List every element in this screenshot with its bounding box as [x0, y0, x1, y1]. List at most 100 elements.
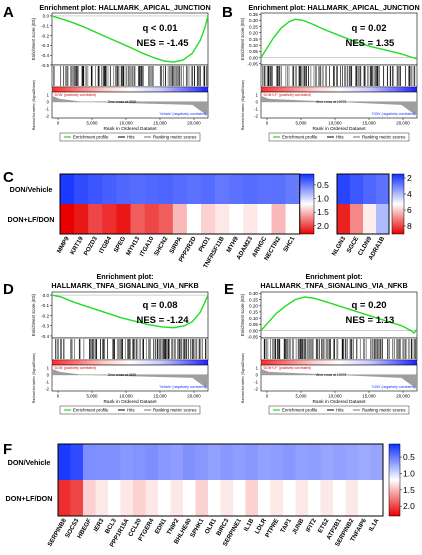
heatmap-cell [283, 480, 296, 516]
ranking-color-bar [260, 86, 418, 93]
heatmap-cell [283, 444, 296, 480]
heatmap-cell [58, 480, 71, 516]
heatmap-cell [243, 204, 258, 234]
es-y-axis-label: Enrichment score (ES) [31, 293, 36, 336]
es-tick-label: -0.5 [41, 63, 49, 68]
heatmap-cell [258, 444, 271, 480]
heatmap-cell [308, 480, 321, 516]
heatmap-cell [233, 444, 246, 480]
heatmap-cell [245, 480, 259, 516]
q-value-text: q = 0.02 [351, 23, 386, 34]
heatmap-cell [308, 444, 321, 480]
positive-tag: 'DON+LF' (positively correlated) [263, 93, 311, 97]
heatmap-cell [170, 444, 184, 480]
heatmap-c: MMP9 KRT19 POZD3 ITGB4 SPEG MYH13 ITGA10 SHCN2 S… [0, 170, 422, 272]
es-tick-label: -0.3 [41, 43, 49, 48]
hits-group [263, 339, 417, 359]
heatmap-cell [186, 204, 202, 234]
ranking-color-bar [260, 359, 418, 366]
es-tick-label: -0.05 [248, 62, 259, 67]
legend-box [59, 405, 201, 415]
nes-text: NES = -1.45 [136, 38, 189, 49]
x-axis-label: Rank in Ordered Dataset [312, 399, 366, 405]
heatmap-cell [172, 174, 188, 204]
es-tick-label: 0.05 [249, 322, 258, 327]
es-y-axis-label: Enrichment score (ES) [240, 17, 245, 60]
negative-tag: 'Vehicle' (negatively correlated) [159, 385, 206, 389]
heatmap-cell [258, 480, 271, 516]
rank-plot-frame [51, 91, 209, 119]
rank-tick-label: 0 [256, 100, 259, 105]
plot-title-line: Enrichment plot: [305, 272, 362, 281]
x-tick-label: 10,000 [119, 121, 133, 126]
heatmap-cell [108, 480, 121, 516]
heatmap-cell [158, 444, 171, 480]
heatmap-cell [257, 174, 272, 204]
heatmap-cell [320, 444, 334, 480]
heatmap-cell [201, 174, 216, 204]
rank-tick-label: -2 [45, 387, 49, 392]
heatmap-cell [144, 174, 159, 204]
heatmap-cell [370, 444, 384, 480]
legend-label-hits: Hits [336, 408, 344, 413]
ranking-metric-area [261, 368, 417, 390]
es-tick-label: -0.1 [41, 24, 49, 29]
rank-tick-label: 1 [256, 366, 259, 371]
colorbar-tick-label: 1.5 [403, 485, 415, 495]
heatmap-cell [83, 480, 96, 516]
ranking-color-bar [51, 86, 209, 93]
colorbar [388, 443, 401, 517]
heatmap-cell [333, 444, 346, 480]
x-tick-label: 15,000 [153, 394, 167, 399]
x-tick-label: 15,000 [362, 394, 376, 399]
heatmap-cell [195, 444, 209, 480]
rank-tick-label: -2 [254, 114, 258, 119]
legend-label-hits: Hits [127, 408, 135, 413]
heatmap-cell [102, 204, 117, 234]
gsea-panel-b: Enrichment plot: HALLMARK_APICAL_JUNCTIO… [239, 3, 421, 170]
rank-tick-label: 0 [256, 373, 259, 378]
x-tick-label: 20,000 [187, 121, 201, 126]
heatmap-cell [95, 480, 109, 516]
rank-tick-label: -1 [254, 380, 258, 385]
es-plot-frame [51, 291, 209, 339]
heatmap-cell [102, 174, 117, 204]
x-tick-label: 10,000 [119, 394, 133, 399]
heatmap-cell [220, 480, 234, 516]
heatmap-cell [220, 444, 234, 480]
panel-letter-e: E [224, 281, 235, 298]
heatmap-cell [345, 480, 359, 516]
colorbar-tick-label: 0.5 [403, 452, 415, 462]
panel-letter-c: C [3, 169, 14, 186]
colorbar [299, 173, 315, 235]
zero-cross-text: Zero cross at 4520 [108, 373, 136, 377]
heatmap-cell [245, 444, 259, 480]
heatmap-cell [270, 444, 284, 480]
heatmap-cell [83, 444, 96, 480]
rank-tick-label: -2 [254, 387, 258, 392]
x-tick-label: 10,000 [328, 121, 342, 126]
rank-tick-label: -2 [45, 114, 49, 119]
q-value-text: q = 0.08 [142, 300, 177, 311]
gsea-panel-a: Enrichment plot: HALLMARK_APICAL_JUNCTIO… [30, 3, 212, 170]
legend-box [268, 405, 410, 415]
heatmap-cell [358, 444, 371, 480]
rank-tick-label: 0 [47, 100, 50, 105]
legend-label-rank: Ranking metric scores [362, 408, 406, 413]
rank-tick-label: 1 [47, 366, 50, 371]
es-tick-label: 0.0 [43, 14, 50, 19]
heatmap-cell [350, 204, 364, 234]
es-tick-label: -0.1 [41, 303, 49, 308]
rank-tick-label: 0 [47, 373, 50, 378]
panel-letter-a: A [3, 4, 14, 21]
column-label: SHC1 [282, 235, 297, 253]
rank-tick-label: -1 [45, 107, 49, 112]
colorbar-tick-label: 8 [407, 221, 412, 231]
row-label: DON/Vehicle [8, 458, 51, 467]
positive-tag: 'DON+LF' (positively correlated) [263, 366, 311, 370]
heatmap-cell [358, 480, 371, 516]
column-label: POZD3 [83, 235, 100, 257]
heatmap-cell [133, 444, 146, 480]
x-tick-label: 5,000 [296, 121, 308, 126]
